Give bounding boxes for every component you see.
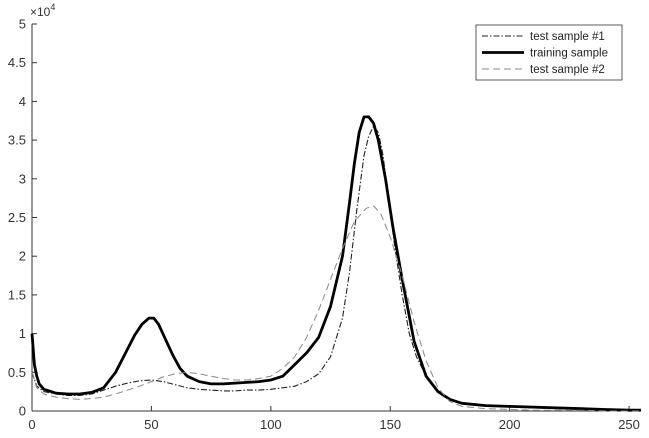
y-tick-label: 1 <box>19 326 26 341</box>
x-tick-label: 0 <box>28 417 35 432</box>
y-tick-label: 4 <box>19 94 26 109</box>
y-multiplier-exponent: 4 <box>50 2 55 12</box>
legend-items: test sample #1 training sample test sample… <box>482 31 608 76</box>
x-tick-label: 200 <box>499 417 521 432</box>
y-tick-label: 3 <box>19 171 26 186</box>
legend-label: training sample <box>530 48 608 60</box>
x-axis-ticks: 0 50 100 150 200 250 <box>28 406 640 432</box>
x-tick-label: 100 <box>260 417 282 432</box>
y-tick-label: 2 <box>19 249 26 264</box>
legend-label: test sample #2 <box>530 64 605 76</box>
y-tick-label: 3.5 <box>8 133 26 148</box>
y-tick-label: 0 <box>19 404 26 419</box>
legend-label: test sample #1 <box>530 31 605 43</box>
series-lines <box>30 115 641 412</box>
series-line-3 <box>31 205 641 412</box>
axes <box>31 24 641 412</box>
series-line-1 <box>31 125 641 411</box>
y-axis-ticks: 0 0.5 1 1.5 2 2.5 3 3.5 4 4.5 5 <box>8 17 37 419</box>
x-tick-label: 150 <box>379 417 401 432</box>
y-tick-label: 5 <box>19 17 26 32</box>
y-tick-label: 0.5 <box>8 365 26 380</box>
y-multiplier-base: ×10 <box>30 5 51 19</box>
x-tick-label: 250 <box>618 417 640 432</box>
x-tick-label: 50 <box>144 417 158 432</box>
y-axis-multiplier: ×104 <box>30 2 55 19</box>
y-tick-label: 1.5 <box>8 287 26 302</box>
legend: test sample #1 training sample test sample… <box>475 24 623 81</box>
y-tick-label: 4.5 <box>8 55 26 70</box>
y-tick-label: 2.5 <box>8 210 26 225</box>
